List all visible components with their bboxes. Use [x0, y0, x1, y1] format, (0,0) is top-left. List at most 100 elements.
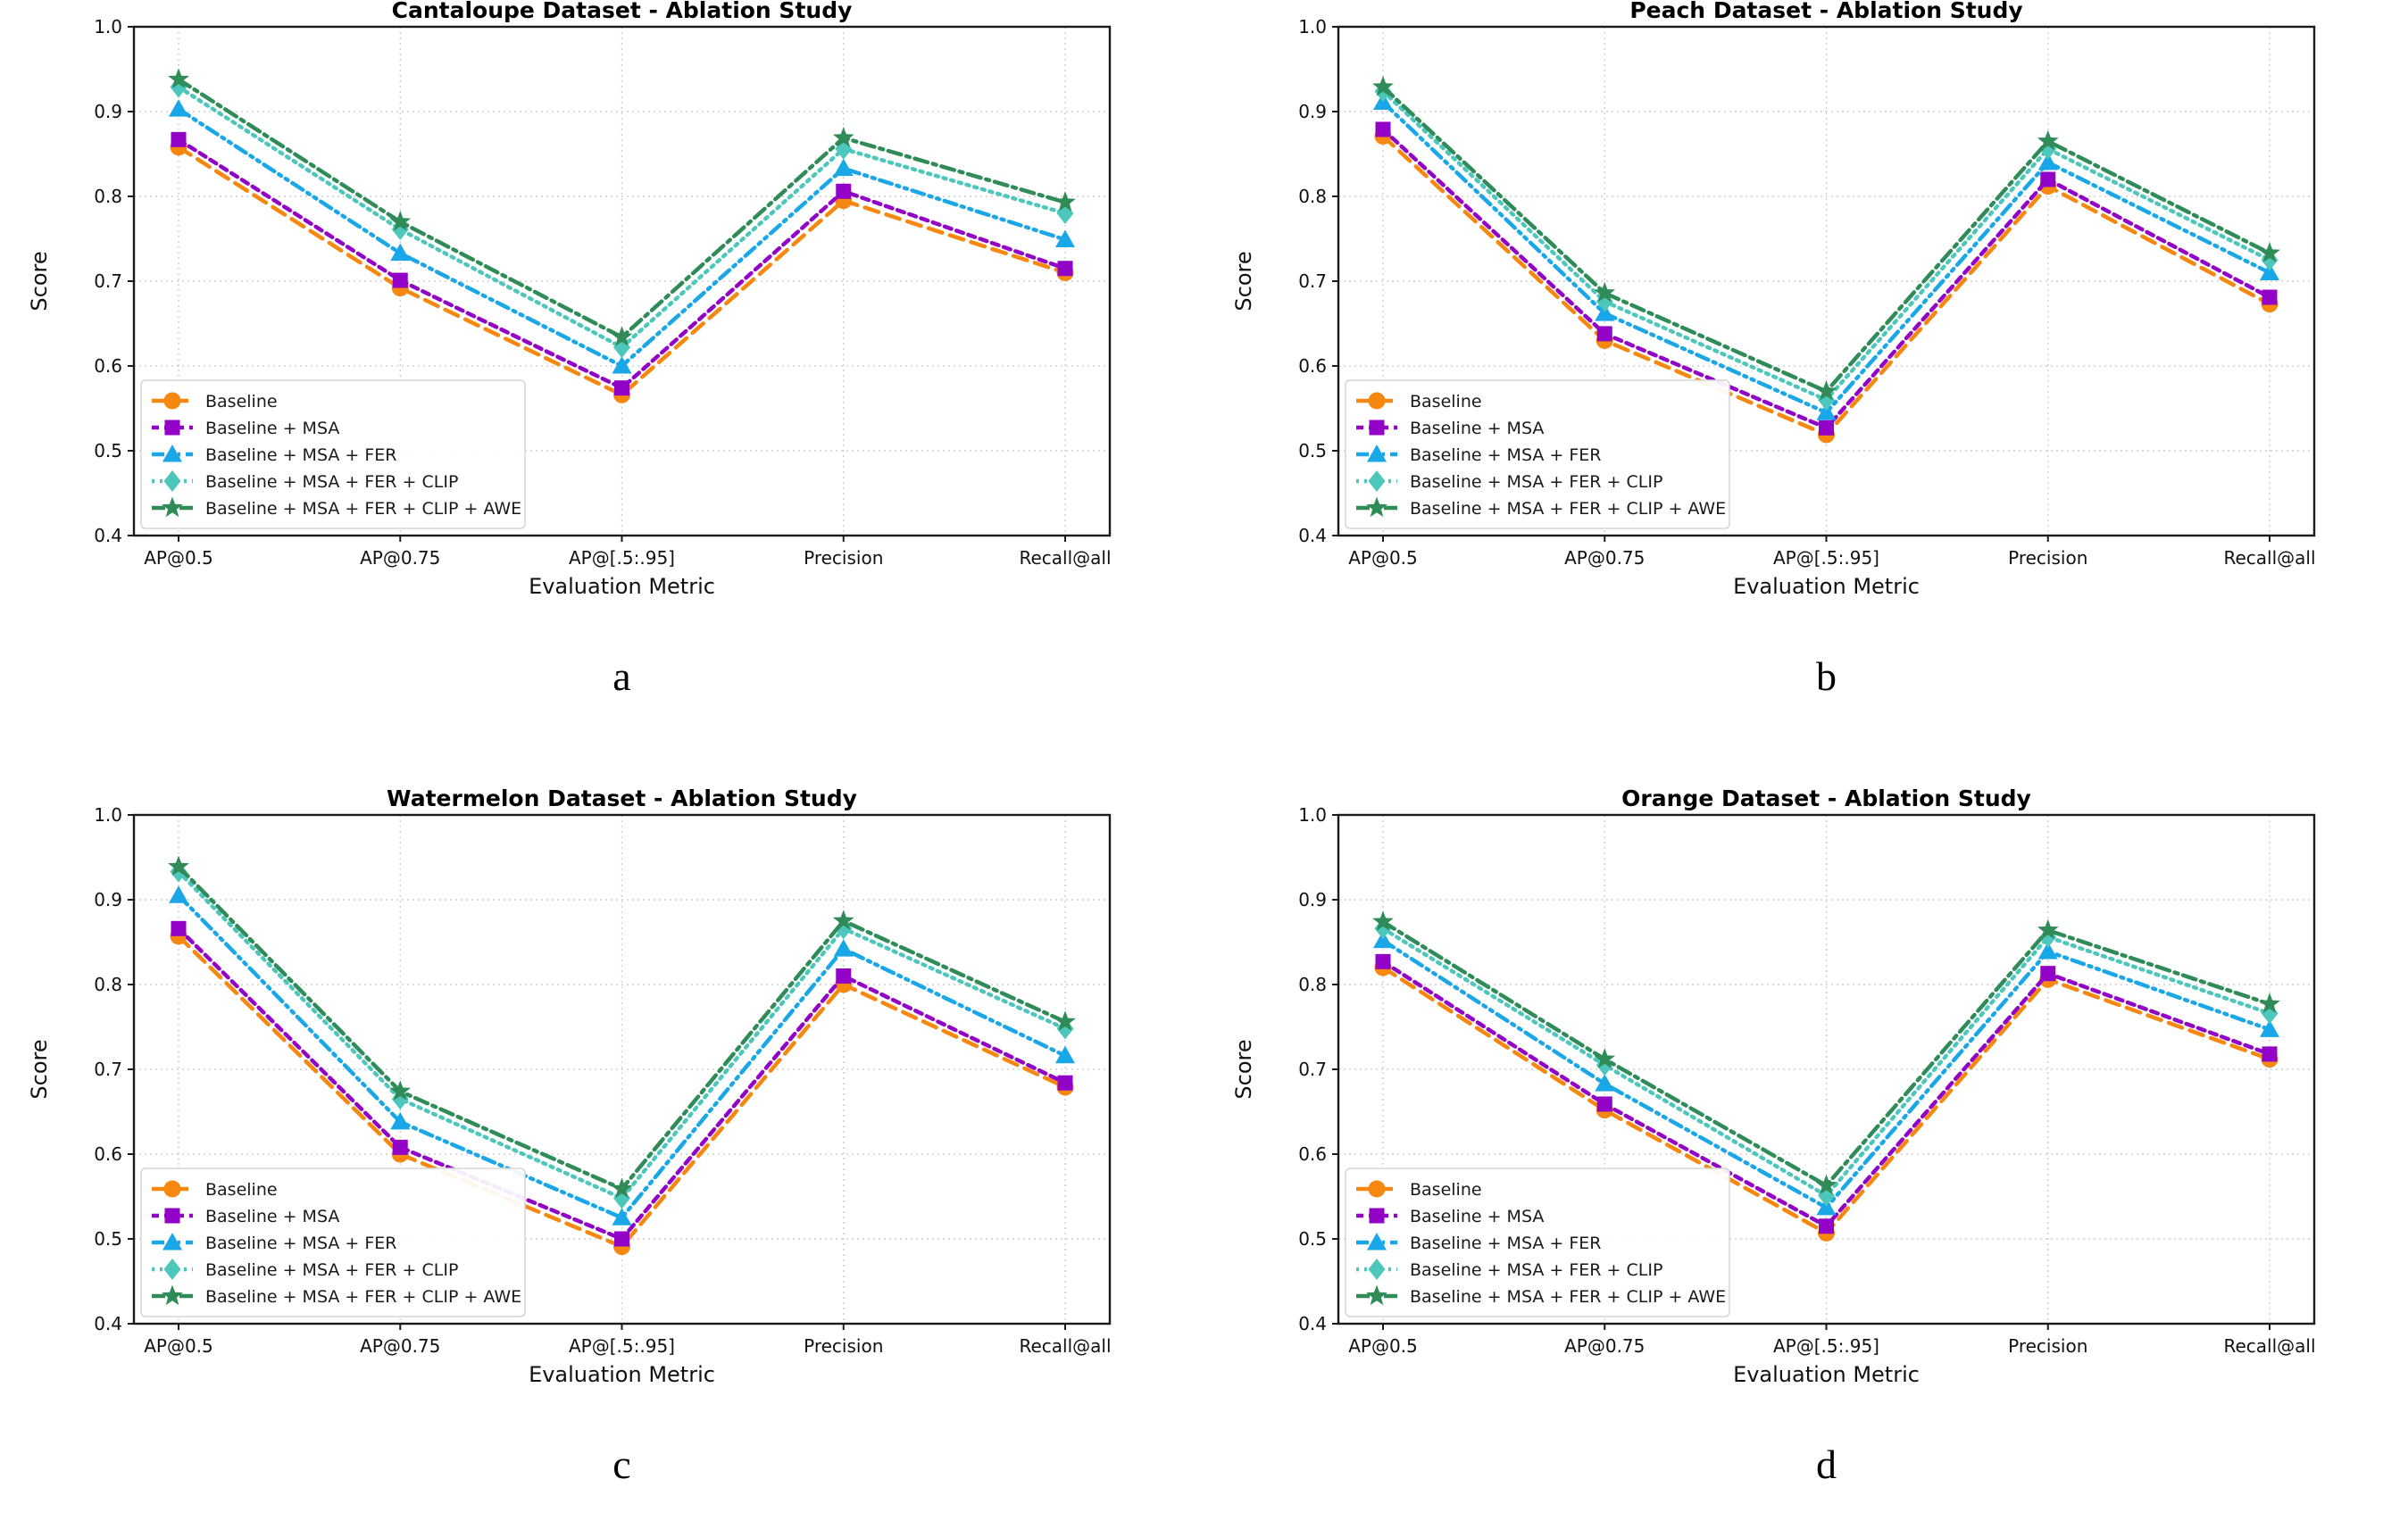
panel-a: Cantaloupe Dataset - Ablation Study 1.0 0.…: [0, 0, 1204, 741]
data-point-marker: [611, 1177, 633, 1199]
series-baseline-msa: [1375, 953, 2278, 1234]
legend-label: Baseline + MSA: [1410, 419, 1544, 438]
legend-marker-diamond: [163, 470, 181, 492]
data-point-marker: [2260, 1019, 2279, 1037]
legend-box: [1345, 1168, 1730, 1317]
x-tick-label: Recall@all: [2223, 1335, 2315, 1357]
data-point-marker: [1594, 1048, 1616, 1068]
chart-title: Watermelon Dataset - Ablation Study: [387, 788, 857, 811]
x-tick-label: AP@[.5:.95]: [569, 547, 675, 569]
y-axis-label: Score: [27, 251, 52, 311]
legend: Baseline Baseline + MSA Baseline + MSA + F…: [1345, 379, 1730, 529]
y-tick-label: 0.5: [94, 440, 122, 461]
data-point-marker: [2040, 171, 2056, 187]
y-tick-label: 0.6: [94, 355, 122, 377]
x-tick-label: Precision: [2008, 1335, 2087, 1357]
legend-marker-circle: [1368, 1180, 1386, 1198]
data-point-marker: [2037, 153, 2058, 170]
x-tick-label: AP@0.75: [1564, 547, 1645, 569]
legend-box: [140, 1168, 526, 1317]
data-point-marker: [1816, 1197, 1837, 1216]
legend-box: [1345, 379, 1730, 529]
data-point-marker: [832, 910, 854, 930]
data-point-marker: [833, 939, 854, 957]
y-tick-label: 0.9: [1298, 101, 1327, 122]
data-point-marker: [392, 272, 408, 288]
x-tick-label: Precision: [2008, 547, 2087, 569]
y-axis-label: Score: [1231, 251, 1256, 311]
data-point-marker: [2040, 966, 2056, 982]
legend-marker-diamond: [1368, 1259, 1386, 1280]
data-point-marker: [2262, 1046, 2278, 1062]
legend-marker-triangle: [1367, 1233, 1387, 1251]
y-tick-label: 0.4: [1298, 1313, 1327, 1334]
data-point-marker: [611, 326, 633, 346]
data-point-marker: [836, 183, 852, 199]
y-tick-label: 0.9: [1298, 889, 1327, 910]
legend-marker-diamond: [163, 1259, 181, 1280]
data-point-marker: [1057, 1075, 1073, 1091]
y-tick-label: 1.0: [1298, 804, 1327, 826]
panel-c: Watermelon Dataset - Ablation Study 1.0 0.…: [0, 788, 1204, 1529]
x-axis-label: Evaluation Metric: [529, 574, 715, 599]
y-axis-label: Score: [27, 1039, 52, 1099]
y-tick-label: 0.9: [94, 889, 122, 910]
panel-letter-d: d: [1816, 1442, 1837, 1487]
data-point-marker: [2260, 262, 2279, 280]
y-tick-label: 0.6: [1298, 355, 1327, 377]
series-baseline-msa: [171, 131, 1073, 396]
y-tick-label: 1.0: [94, 16, 122, 37]
x-tick-label: AP@0.5: [144, 547, 213, 569]
series-baseline-msa: [171, 920, 1073, 1247]
data-point-marker: [1819, 1218, 1834, 1234]
x-tick-label: Recall@all: [2223, 547, 2315, 569]
data-point-marker: [1819, 420, 1834, 436]
data-point-marker: [2037, 129, 2059, 151]
data-point-marker: [389, 211, 412, 231]
legend-label: Baseline + MSA + FER + CLIP: [1410, 1260, 1662, 1280]
chart-title: Cantaloupe Dataset - Ablation Study: [392, 0, 853, 23]
x-tick-label: AP@0.75: [360, 547, 440, 569]
data-point-marker: [612, 356, 632, 374]
chart-canvas-a: Cantaloupe Dataset - Ablation Study 1.0 0.…: [27, 0, 1112, 599]
legend-label: Baseline + MSA + FER + CLIP + AWE: [205, 1287, 521, 1307]
chart-canvas-c: Watermelon Dataset - Ablation Study 1.0 0.…: [27, 788, 1112, 1387]
data-point-marker: [836, 968, 852, 984]
data-point-marker: [1372, 75, 1394, 96]
legend-marker-star: [1366, 496, 1387, 518]
y-tick-label: 0.6: [1298, 1143, 1327, 1165]
legend-label: Baseline + MSA: [1410, 1207, 1544, 1226]
y-tick-label: 0.8: [1298, 974, 1327, 995]
legend-marker-square: [164, 420, 180, 436]
y-tick-label: 0.7: [1298, 270, 1327, 292]
legend: Baseline Baseline + MSA Baseline + MSA + F…: [140, 379, 526, 529]
legend-marker-circle: [1368, 392, 1386, 410]
y-tick-label: 0.5: [1298, 1228, 1327, 1250]
series-baseline-msa-fer-clip-awe: [168, 855, 1076, 1199]
legend-label: Baseline: [1410, 392, 1482, 411]
series-line: [176, 85, 1068, 350]
data-point-marker: [1594, 281, 1616, 303]
data-point-marker: [1055, 229, 1075, 247]
legend-label: Baseline + MSA + FER: [1410, 445, 1602, 465]
x-tick-label: AP@0.5: [1348, 1335, 1418, 1357]
x-tick-label: AP@0.75: [1564, 1335, 1645, 1357]
legend-label: Baseline + MSA + FER + CLIP + AWE: [1410, 1287, 1726, 1307]
series-baseline-msa-fer-clip-awe: [1372, 910, 2280, 1195]
series-line: [1380, 938, 2272, 1210]
data-point-marker: [1596, 1096, 1612, 1112]
y-tick-label: 0.5: [94, 1228, 122, 1250]
legend-label: Baseline + MSA + FER: [205, 1234, 397, 1253]
data-point-marker: [1595, 303, 1615, 321]
x-tick-label: Recall@all: [1019, 1335, 1111, 1357]
data-point-marker: [1373, 930, 1393, 949]
y-tick-label: 0.8: [1298, 186, 1327, 207]
data-point-marker: [169, 99, 188, 117]
data-point-marker: [171, 131, 187, 147]
series-baseline-msa-fer: [169, 99, 1075, 374]
series-line: [176, 893, 1068, 1220]
data-point-marker: [1375, 121, 1391, 137]
y-tick-label: 0.6: [94, 1143, 122, 1165]
data-point-marker: [1054, 1010, 1076, 1031]
